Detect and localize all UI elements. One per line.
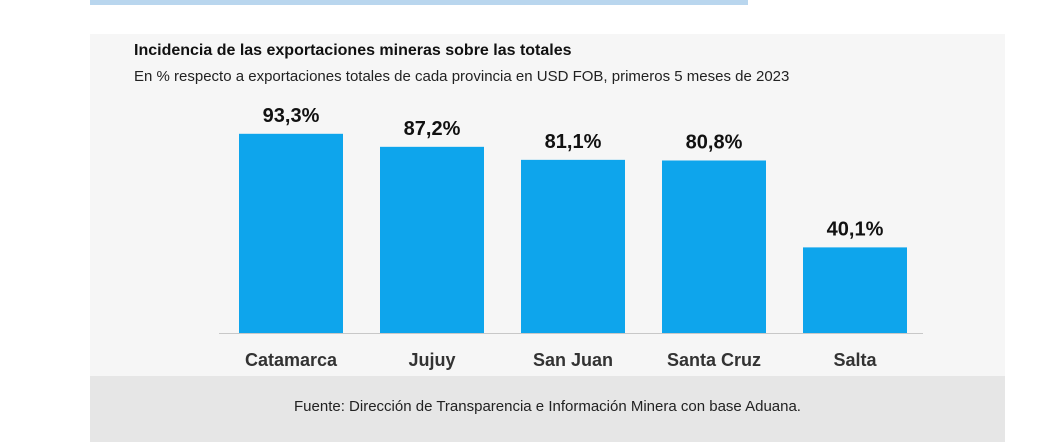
bar-santa-cruz	[662, 160, 766, 333]
footer-band: Fuente: Dirección de Transparencia e Inf…	[90, 376, 1005, 442]
value-label: 93,3%	[263, 105, 320, 127]
category-label: Jujuy	[408, 350, 455, 370]
value-label: 81,1%	[545, 131, 602, 153]
category-label: Santa Cruz	[667, 350, 761, 370]
bar-salta	[803, 247, 907, 333]
chart-subtitle: En % respecto a exportaciones totales de…	[134, 68, 790, 85]
value-label: 80,8%	[686, 131, 743, 153]
category-label: San Juan	[533, 350, 613, 370]
chart-title: Incidencia de las exportaciones mineras …	[134, 42, 572, 59]
bar-catamarca	[239, 133, 343, 333]
bar-san-juan	[521, 159, 625, 333]
value-label: 87,2%	[404, 118, 461, 140]
category-label: Catamarca	[245, 350, 338, 370]
top-band	[90, 0, 748, 5]
category-label: Salta	[833, 350, 877, 370]
bar-jujuy	[380, 146, 484, 333]
value-label: 40,1%	[827, 218, 884, 240]
source-note: Fuente: Dirección de Transparencia e Inf…	[294, 398, 801, 415]
